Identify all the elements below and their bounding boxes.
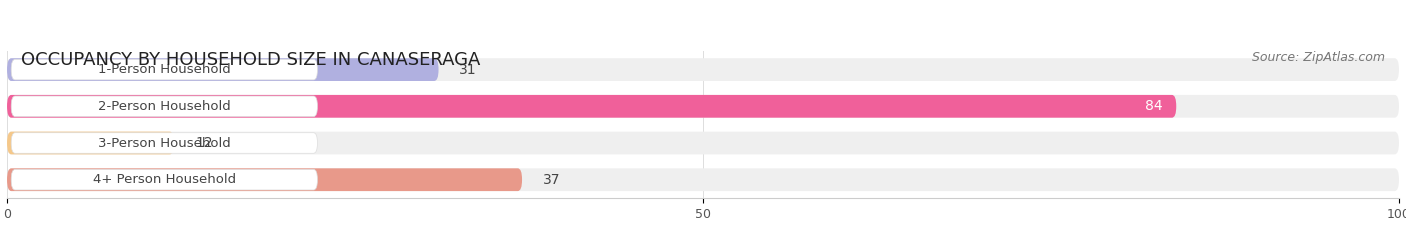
Text: 1-Person Household: 1-Person Household <box>98 63 231 76</box>
Text: 4+ Person Household: 4+ Person Household <box>93 173 236 186</box>
FancyBboxPatch shape <box>7 95 1399 118</box>
FancyBboxPatch shape <box>7 58 1399 81</box>
Text: 2-Person Household: 2-Person Household <box>98 100 231 113</box>
Text: Source: ZipAtlas.com: Source: ZipAtlas.com <box>1253 51 1385 64</box>
FancyBboxPatch shape <box>11 96 318 116</box>
Text: 84: 84 <box>1144 99 1163 113</box>
Text: OCCUPANCY BY HOUSEHOLD SIZE IN CANASERAGA: OCCUPANCY BY HOUSEHOLD SIZE IN CANASERAG… <box>21 51 481 69</box>
Text: 37: 37 <box>543 173 561 187</box>
FancyBboxPatch shape <box>7 168 1399 191</box>
FancyBboxPatch shape <box>7 95 1177 118</box>
FancyBboxPatch shape <box>11 59 318 80</box>
FancyBboxPatch shape <box>7 168 522 191</box>
Text: 3-Person Household: 3-Person Household <box>98 137 231 150</box>
FancyBboxPatch shape <box>7 132 1399 154</box>
Text: 31: 31 <box>460 63 477 77</box>
Text: 12: 12 <box>195 136 212 150</box>
FancyBboxPatch shape <box>11 169 318 190</box>
FancyBboxPatch shape <box>11 133 318 153</box>
FancyBboxPatch shape <box>7 132 174 154</box>
FancyBboxPatch shape <box>7 58 439 81</box>
